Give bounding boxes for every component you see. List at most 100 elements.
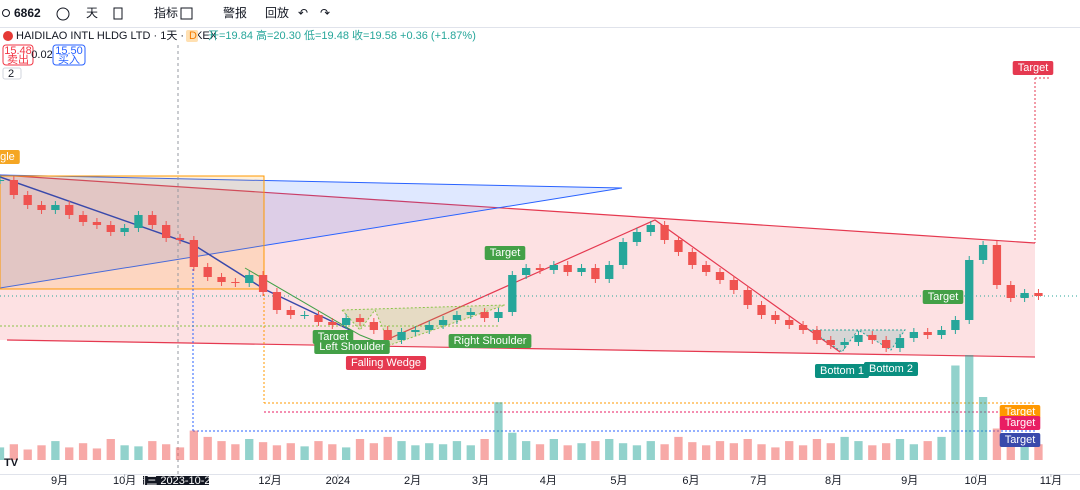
symbol[interactable]: 6862 (14, 6, 41, 20)
annotation: Bottom 2 (869, 363, 913, 375)
volume-bar (743, 439, 752, 460)
annotation: Falling Wedge (351, 357, 421, 369)
volume-bar (1020, 441, 1029, 460)
candle (549, 265, 558, 270)
candle (923, 332, 932, 335)
candle (286, 310, 295, 315)
volume-bar (245, 439, 254, 460)
search-icon[interactable] (2, 9, 10, 17)
add-icon[interactable] (56, 7, 70, 21)
volume-bar (92, 448, 102, 460)
annotation-bg (922, 290, 964, 304)
volume-bar (826, 443, 835, 460)
volume-bar (715, 441, 725, 460)
volume-bar (951, 365, 960, 460)
candle (632, 232, 642, 242)
replay[interactable]: 回放 (265, 5, 289, 20)
candle (605, 265, 614, 279)
volume-bar (120, 445, 129, 460)
candle (978, 245, 988, 260)
candle (300, 315, 309, 316)
candle (965, 260, 974, 320)
volume-bar (965, 355, 974, 460)
volume-bar (660, 444, 669, 460)
volume-bar (992, 428, 1002, 460)
volume-bar (632, 445, 642, 460)
annotation-bg (999, 416, 1041, 430)
candle (535, 268, 545, 270)
volume-bar (798, 445, 808, 460)
volume-bar (78, 443, 88, 460)
candle (494, 312, 503, 318)
layers-button[interactable] (2, 67, 22, 80)
annotation: Target (928, 291, 959, 303)
volume-bar (882, 443, 891, 460)
candle (438, 320, 448, 325)
volume-bar (757, 444, 766, 460)
candle (702, 265, 711, 272)
x-tick-label: 8月 (825, 475, 842, 485)
volume-bar (397, 441, 406, 460)
zigzag (374, 219, 841, 353)
triangle (0, 174, 623, 289)
alerts[interactable]: 警报 (223, 5, 247, 20)
volume-bar (895, 439, 905, 460)
buy-label[interactable]: 买入 (58, 53, 80, 66)
volume-bar (175, 447, 185, 460)
candle (480, 312, 489, 318)
candle (342, 318, 351, 325)
candle (78, 215, 88, 222)
candle (729, 280, 738, 290)
indicators[interactable]: 指标 (154, 5, 178, 20)
candle (1006, 285, 1015, 298)
x-tick-label: 2024 (326, 475, 350, 485)
candle-icon[interactable] (113, 7, 123, 20)
volume-bar (286, 443, 295, 460)
candle (563, 265, 572, 272)
x-tick-label: 10月 (965, 475, 988, 485)
volume-bar (535, 444, 545, 460)
candle (162, 225, 171, 238)
badge: D (189, 30, 197, 42)
candle (328, 322, 337, 325)
candle (757, 305, 766, 315)
volume-bar (729, 443, 738, 460)
volume-bar (771, 447, 780, 460)
volume-bar (314, 441, 323, 460)
annotation-bg (314, 340, 390, 354)
ohlc: 开=19.84 高=20.30 低=19.48 收=19.58 +0.36 (+… (208, 28, 476, 42)
candle (951, 320, 960, 330)
sell-label[interactable]: 卖出 (7, 52, 29, 66)
candle (51, 205, 60, 210)
undo[interactable]: ↶ (298, 6, 308, 20)
candle (577, 268, 586, 272)
volume-bar (217, 441, 226, 460)
annotation: Target (318, 331, 349, 343)
candle (618, 242, 628, 265)
volume-bar (355, 439, 365, 460)
volume-bar (383, 436, 392, 460)
sell-button[interactable] (2, 44, 34, 66)
redo[interactable]: ↷ (320, 6, 330, 20)
layout-icon[interactable] (180, 7, 193, 20)
candle (937, 330, 946, 335)
candle (134, 215, 143, 228)
sell-price[interactable]: 15.48 (4, 45, 32, 57)
annotation-bg (0, 150, 20, 164)
volume-bar (466, 445, 475, 460)
interval[interactable]: 天 (86, 6, 98, 20)
buy-price[interactable]: 15.50 (55, 45, 83, 57)
buy-button[interactable] (52, 44, 86, 66)
candle (771, 315, 780, 320)
volume-bar (549, 439, 558, 460)
instrument: HAIDILAO INTL HLDG LTD · 1天 · HKEX (16, 30, 218, 42)
layers[interactable]: 2 (8, 68, 14, 80)
candle (272, 292, 282, 310)
candle (854, 335, 863, 342)
annotation: Rectangle (0, 151, 15, 163)
candle (466, 312, 475, 315)
candle (743, 290, 752, 305)
annotation-bg (448, 334, 532, 348)
volume-bar (854, 441, 863, 460)
